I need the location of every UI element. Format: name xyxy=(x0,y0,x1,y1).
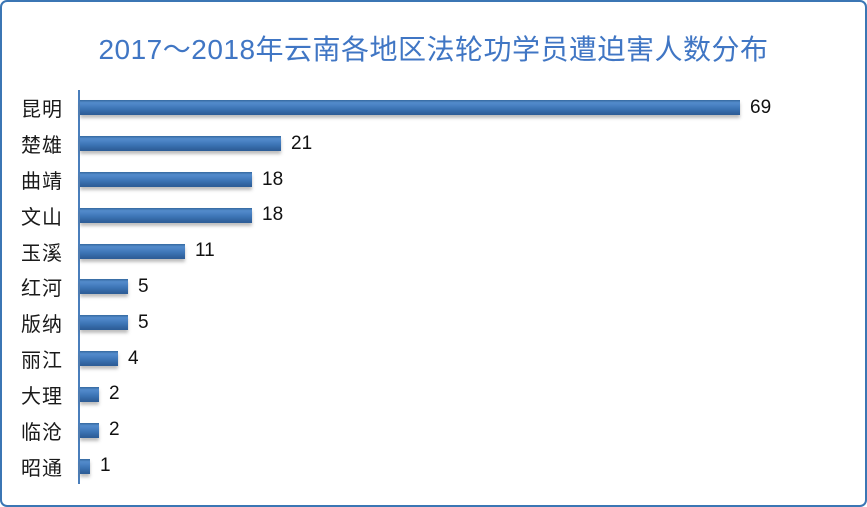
bar-row: 昆明 69 xyxy=(16,90,856,126)
category-label: 玉溪 xyxy=(21,242,63,265)
bar xyxy=(80,279,128,295)
category-label: 文山 xyxy=(21,206,63,229)
chart-title: 2017～2018年云南各地区法轮功学员遭迫害人数分布 xyxy=(98,34,769,65)
bar-rows: 昆明 69 楚雄 21 曲靖 18 文山 18 玉溪 11 红河 5 版纳 5 … xyxy=(16,90,856,484)
value-label: 2 xyxy=(109,383,120,405)
bar-row: 文山 18 xyxy=(16,197,856,233)
bar xyxy=(80,386,99,402)
category-label: 版纳 xyxy=(21,314,63,337)
value-label: 1 xyxy=(100,455,111,477)
category-label: 红河 xyxy=(21,278,63,301)
value-label: 4 xyxy=(128,347,139,369)
bar xyxy=(80,243,185,259)
bar xyxy=(80,172,252,188)
value-label: 18 xyxy=(262,204,284,226)
category-label: 昆明 xyxy=(21,99,63,122)
bar xyxy=(80,422,99,438)
category-label: 楚雄 xyxy=(21,135,63,158)
category-label: 临沧 xyxy=(21,421,63,444)
category-label: 大理 xyxy=(21,385,63,408)
bar xyxy=(80,458,90,474)
bar-row: 丽江 4 xyxy=(16,341,856,377)
value-label: 2 xyxy=(109,419,120,441)
bar-row: 版纳 5 xyxy=(16,305,856,341)
category-label: 昭通 xyxy=(21,457,63,480)
value-label: 11 xyxy=(195,240,215,262)
value-label: 18 xyxy=(262,168,284,190)
bar xyxy=(80,100,740,116)
bar-row: 临沧 2 xyxy=(16,412,856,448)
bar-row: 昭通 1 xyxy=(16,448,856,484)
bar-row: 玉溪 11 xyxy=(16,233,856,269)
bar xyxy=(80,315,128,331)
bar-row: 曲靖 18 xyxy=(16,162,856,198)
category-axis-line xyxy=(78,90,80,484)
bar xyxy=(80,351,118,367)
bar-row: 大理 2 xyxy=(16,377,856,413)
value-label: 5 xyxy=(138,311,149,333)
bar-row: 红河 5 xyxy=(16,269,856,305)
value-label: 69 xyxy=(750,96,772,118)
value-label: 21 xyxy=(291,132,313,154)
category-label: 丽江 xyxy=(21,350,63,373)
bar-row: 楚雄 21 xyxy=(16,126,856,162)
bar xyxy=(80,136,281,152)
plot-area: 昆明 69 楚雄 21 曲靖 18 文山 18 玉溪 11 红河 5 版纳 5 … xyxy=(16,90,856,484)
bar xyxy=(80,207,252,223)
value-label: 5 xyxy=(138,275,149,297)
category-label: 曲靖 xyxy=(21,171,63,194)
